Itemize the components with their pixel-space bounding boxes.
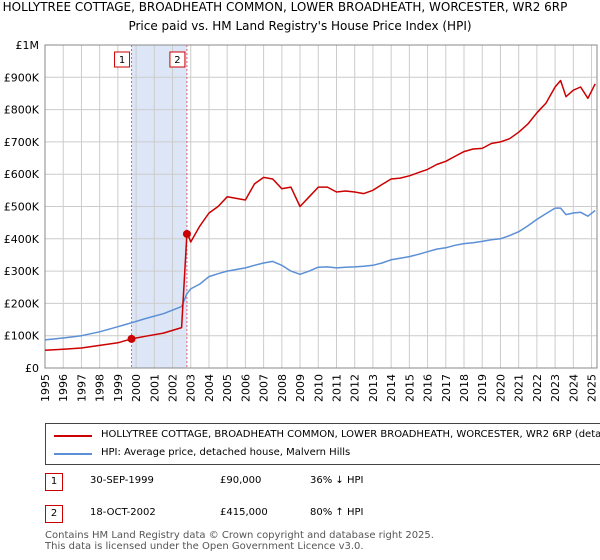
x-tick-label: 1998 <box>94 374 107 402</box>
transaction-date: 30-SEP-1999 <box>90 475 154 486</box>
y-tick-label: £600K <box>4 168 40 181</box>
x-tick-label: 2010 <box>312 374 325 402</box>
x-tick-label: 2011 <box>330 374 343 402</box>
x-tick-label: 2002 <box>167 374 180 402</box>
y-tick-label: £800K <box>4 104 40 117</box>
x-tick-label: 2016 <box>422 374 435 402</box>
x-tick-label: 2024 <box>567 374 580 402</box>
footer-copyright: Contains HM Land Registry data © Crown c… <box>45 530 434 541</box>
y-tick-label: £300K <box>4 265 40 278</box>
x-tick-label: 2015 <box>403 374 416 402</box>
property-line-swatch <box>54 435 92 437</box>
x-tick-label: 1996 <box>57 374 70 402</box>
x-tick-label: 2008 <box>276 374 289 402</box>
chart-subtitle: Price paid vs. HM Land Registry's House … <box>128 19 472 33</box>
y-tick-label: £700K <box>4 136 40 149</box>
x-tick-label: 2007 <box>258 374 271 402</box>
transaction-price: £90,000 <box>220 475 262 486</box>
hpi-series-line <box>44 207 596 341</box>
x-tick-label: 2017 <box>440 374 453 402</box>
x-tick-label: 2012 <box>349 374 362 402</box>
x-tick-label: 2018 <box>458 374 471 402</box>
sale-marker-box <box>114 51 131 68</box>
transaction-hpi-diff: 36% ↓ HPI <box>310 475 364 486</box>
x-tick-label: 2023 <box>549 374 562 402</box>
sale-marker-label: 1 <box>119 55 125 66</box>
x-tick-label: 1999 <box>112 374 125 402</box>
x-tick-label: 2009 <box>294 374 307 402</box>
y-tick-label: £0 <box>25 362 39 375</box>
x-tick-label: 2005 <box>221 374 234 402</box>
y-tick-label: £100K <box>4 330 40 343</box>
sale-point <box>182 229 191 238</box>
footer-licence: This data is licensed under the Open Gov… <box>45 541 364 552</box>
sale-point <box>127 334 136 343</box>
transaction-badge: 1 <box>45 473 63 491</box>
x-tick-label: 2022 <box>531 374 544 402</box>
y-tick-label: £900K <box>4 71 40 84</box>
x-tick-label: 2020 <box>494 374 507 402</box>
x-tick-label: 2025 <box>586 374 599 402</box>
y-tick-label: £400K <box>4 233 40 246</box>
x-tick-label: 2021 <box>513 374 526 402</box>
transaction-date: 18-OCT-2002 <box>90 507 156 518</box>
y-tick-label: £1M <box>16 39 40 52</box>
x-tick-label: 2014 <box>385 374 398 402</box>
x-tick-label: 2006 <box>239 374 252 402</box>
x-tick-label: 1995 <box>39 374 52 402</box>
x-tick-label: 2013 <box>367 374 380 402</box>
x-tick-label: 2000 <box>130 374 143 402</box>
sale-marker-label: 2 <box>174 55 180 66</box>
transaction-hpi-diff: 80% ↑ HPI <box>310 507 364 518</box>
x-tick-label: 2019 <box>476 374 489 402</box>
property-series-line <box>44 79 596 351</box>
x-tick-label: 2003 <box>185 374 198 402</box>
y-tick-label: £500K <box>4 201 40 214</box>
x-tick-label: 2004 <box>203 374 216 402</box>
sale-marker-box <box>169 51 186 68</box>
legend-label-property: HOLLYTREE COTTAGE, BROADHEATH COMMON, LO… <box>101 429 600 440</box>
legend: HOLLYTREE COTTAGE, BROADHEATH COMMON, LO… <box>45 423 600 465</box>
legend-label-hpi: HPI: Average price, detached house, Malv… <box>101 447 351 458</box>
hpi-line-swatch <box>54 453 92 455</box>
transaction-badge: 2 <box>45 505 63 523</box>
chart-title: HOLLYTREE COTTAGE, BROADHEATH COMMON, LO… <box>2 0 568 14</box>
transaction-price: £415,000 <box>220 507 268 518</box>
y-tick-label: £200K <box>4 297 40 310</box>
price-chart: £0 £100K £200K £300K £400K £500K £600K £700K £80… <box>4 39 599 402</box>
x-tick-label: 1997 <box>75 374 88 402</box>
x-tick-label: 2001 <box>148 374 161 402</box>
plot-frame <box>44 44 598 369</box>
